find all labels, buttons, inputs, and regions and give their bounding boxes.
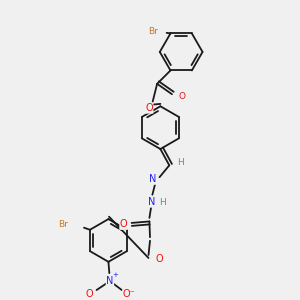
Text: N: N — [148, 197, 155, 207]
Text: Br: Br — [148, 28, 158, 37]
Text: N: N — [106, 276, 114, 286]
Text: O⁻: O⁻ — [123, 290, 136, 299]
Text: +: + — [112, 272, 118, 278]
Text: O: O — [145, 103, 153, 113]
Text: O: O — [178, 92, 185, 101]
Text: H: H — [159, 198, 166, 207]
Text: O: O — [120, 219, 128, 230]
Text: O: O — [155, 254, 163, 264]
Text: H: H — [177, 158, 184, 167]
Text: N: N — [149, 174, 157, 184]
Text: O: O — [85, 290, 93, 299]
Text: Br: Br — [58, 220, 68, 229]
